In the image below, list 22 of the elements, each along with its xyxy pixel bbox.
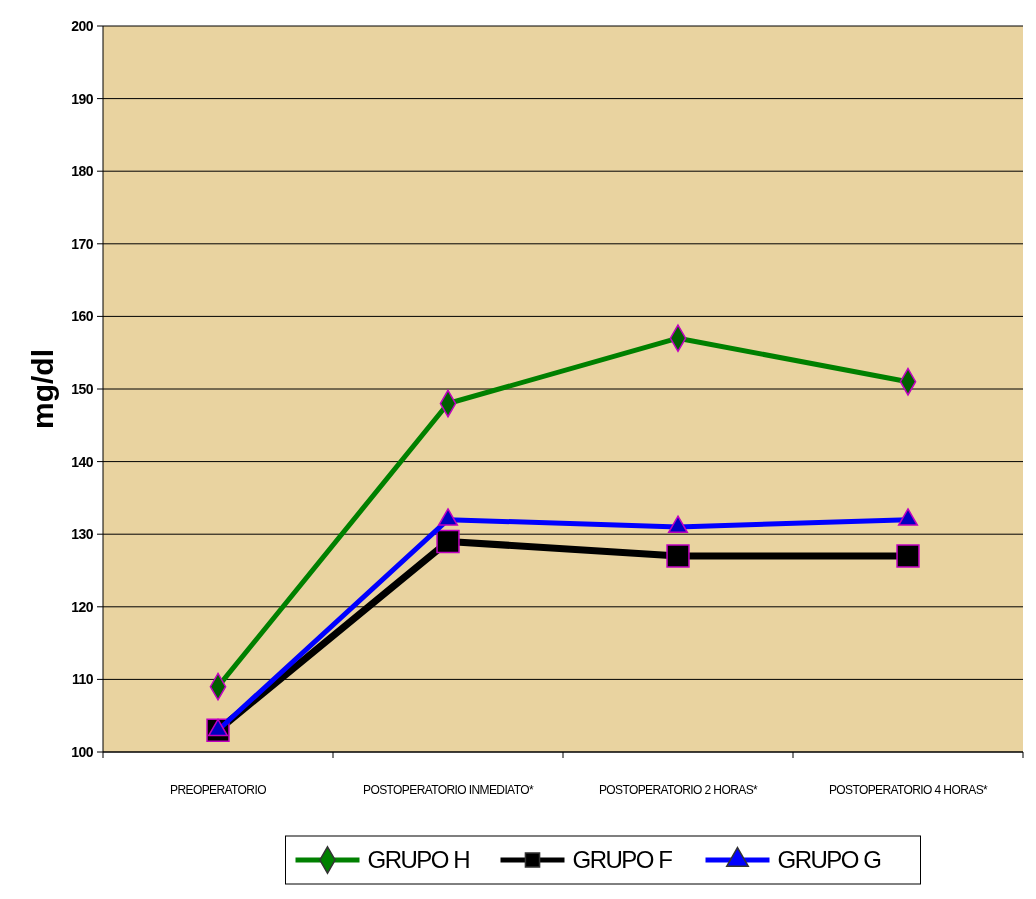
y-axis-title: mg/dl [26,349,59,429]
point [896,544,920,568]
y-tick-label: 110 [71,671,94,688]
y-tick-label: 150 [71,380,94,397]
y-tick-label: 140 [71,453,94,470]
y-tick-label: 100 [71,743,94,760]
legend-label: GRUPO G [777,846,881,874]
point [436,529,460,554]
y-tick-label: 160 [71,308,94,325]
y-tick-label: 190 [71,90,94,107]
point [666,544,690,568]
y-tick-label: 170 [71,235,94,252]
x-tick-label: POSTOPERATORIO 4 HORAS* [828,783,989,797]
legend-label: GRUPO H [367,846,470,874]
y-tick-label: 200 [71,17,94,34]
x-tick-label: PREOPERATORIO [170,783,267,797]
y-tick-label: 130 [71,526,94,543]
y-tick-label: 120 [71,598,94,615]
x-tick-label: POSTOPERATORIO 2 HORAS* [598,783,759,797]
y-tick-label: 180 [71,163,94,180]
legend-label: GRUPO F [572,846,673,874]
x-tick-label: POSTOPERATORIO INMEDIATO* [363,783,534,797]
